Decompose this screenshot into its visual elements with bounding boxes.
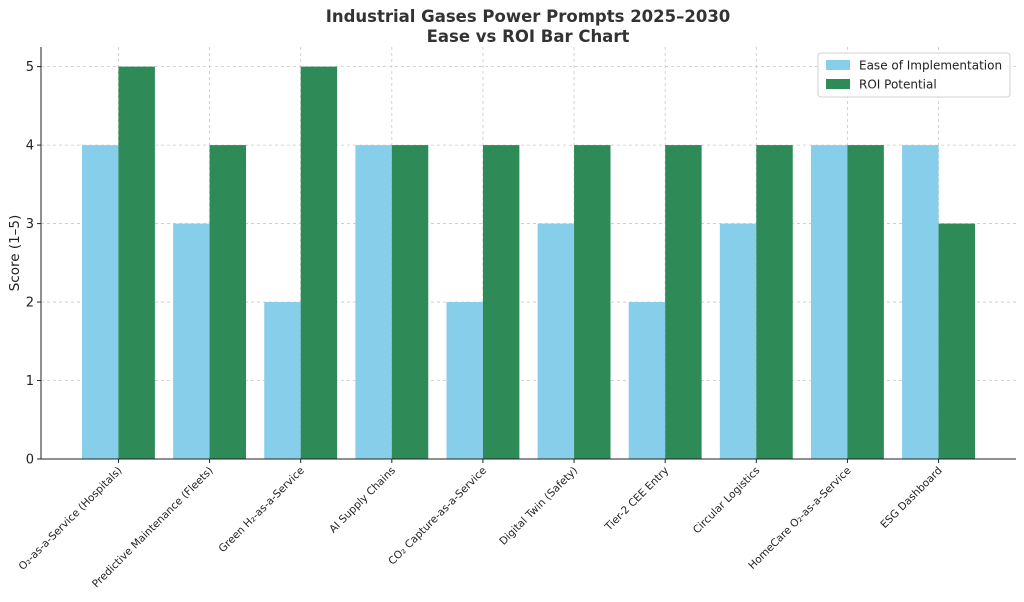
x-tick-label-4: CO₂ Capture-as-a-Service	[386, 465, 489, 568]
bar-series-0-cat-7	[719, 223, 757, 459]
y-tick-label-2: 2	[26, 296, 34, 311]
y-tick-label-0: 0	[26, 453, 34, 468]
x-tick-label-2: Green H₂-as-a-Service	[216, 465, 306, 555]
bar-series-1-cat-7	[756, 145, 793, 459]
bar-series-0-cat-6	[628, 302, 666, 459]
bar-series-0-cat-0	[82, 145, 119, 459]
x-tick-label-9: ESG Dashboard	[878, 465, 944, 531]
legend-box	[817, 52, 1011, 98]
bar-series-0-cat-2	[264, 302, 301, 459]
y-tick-label-3: 3	[26, 217, 34, 232]
y-tick-label-4: 4	[26, 139, 34, 154]
bar-series-0-cat-1	[173, 223, 210, 459]
y-axis-label: Score (1–5)	[7, 215, 23, 292]
x-tick-label-3: AI Supply Chains	[327, 465, 398, 536]
axes	[40, 47, 1016, 460]
legend-label-0: Ease of Implementation	[859, 59, 1002, 73]
legend-swatch-1	[826, 79, 850, 89]
bar-series-0-cat-3	[355, 145, 392, 459]
bar-series-1-cat-9	[938, 223, 975, 459]
x-tick-label-8: HomeCare O₂-as-a-Service	[746, 465, 853, 572]
bar-series-1-cat-4	[482, 145, 520, 459]
chart-subtitle: Ease vs ROI Bar Chart	[427, 27, 630, 46]
bar-series-1-cat-3	[391, 145, 429, 459]
chart-title: Industrial Gases Power Prompts 2025–2030	[326, 7, 731, 26]
bar-series-1-cat-8	[847, 145, 884, 459]
y-tick-label-5: 5	[26, 60, 34, 75]
bar-series-1-cat-2	[300, 66, 338, 459]
x-tick-label-6: Tier-2 CEE Entry	[602, 465, 671, 534]
x-tick-label-7: Circular Logistics	[691, 465, 763, 537]
x-tick-label-5: Digital Twin (Safety)	[497, 465, 580, 548]
bar-series-0-cat-4	[446, 302, 483, 459]
y-tick-label-1: 1	[26, 374, 34, 389]
bar-series-0-cat-8	[810, 145, 848, 459]
legend-label-1: ROI Potential	[859, 78, 937, 92]
bars	[82, 66, 975, 459]
x-tick-labels: O₂-as-a-Service (Hospitals)Predictive Ma…	[17, 459, 945, 590]
bar-series-1-cat-1	[209, 145, 247, 459]
x-tick-label-0: O₂-as-a-Service (Hospitals)	[17, 465, 125, 573]
legend: Ease of Implementation ROI Potential	[817, 52, 1011, 98]
y-ticks: 0 1 2 3 4 5	[26, 60, 41, 468]
bar-series-1-cat-0	[118, 66, 155, 459]
bar-series-1-cat-6	[665, 145, 702, 459]
legend-swatch-0	[826, 60, 850, 70]
bar-series-0-cat-5	[537, 223, 575, 459]
bar-series-0-cat-9	[902, 145, 939, 459]
bar-series-1-cat-5	[574, 145, 611, 459]
